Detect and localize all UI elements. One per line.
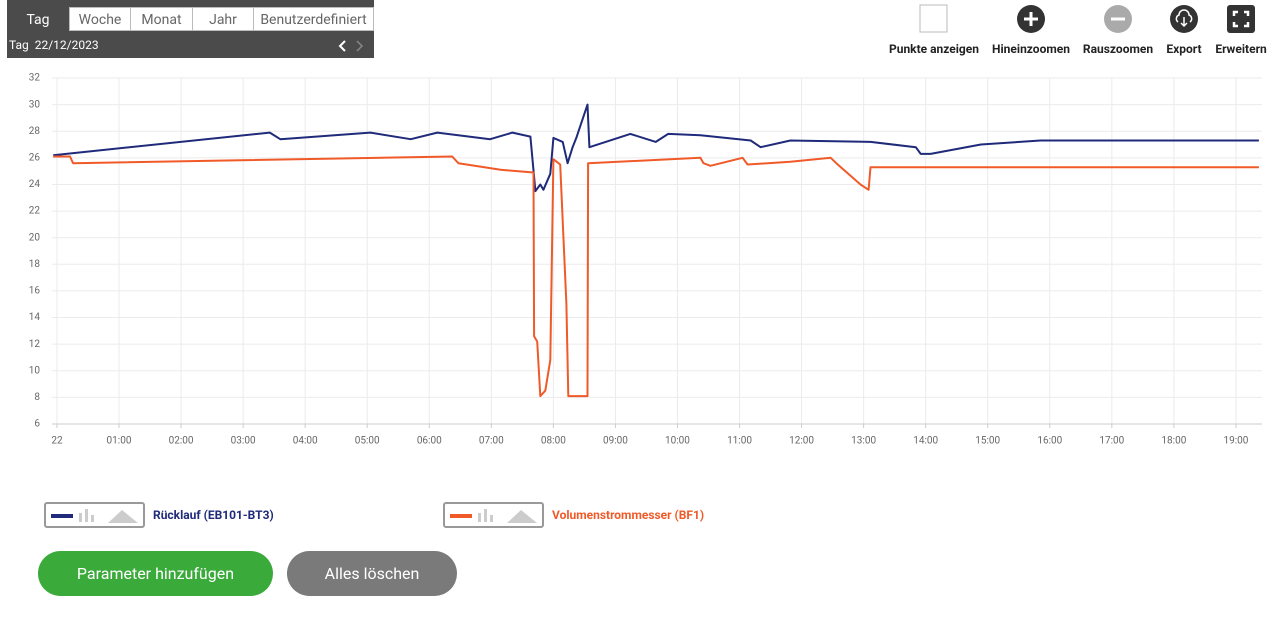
- zoom-out-icon: [1104, 5, 1132, 33]
- tab[interactable]: Monat: [130, 7, 193, 31]
- x-tick-label: 18:00: [1161, 436, 1186, 447]
- x-tick-label: 13:00: [851, 436, 876, 447]
- chart: 6 8 10 12 14 16 18 20 22 24 26 28 30 32 22 01:00 02:00 03…: [29, 73, 1262, 447]
- y-tick-label: 16: [29, 286, 41, 297]
- tool-label: Hineinzoomen: [992, 42, 1070, 56]
- y-tick-label: 10: [29, 365, 41, 376]
- tool-label: Punkte anzeigen: [889, 42, 979, 56]
- x-tick-label: 01:00: [107, 436, 132, 447]
- data-line: [53, 155, 1259, 398]
- nav-arrows[interactable]: [337, 38, 367, 54]
- y-tick-label: 12: [29, 339, 41, 350]
- x-tick-label: 03:00: [231, 436, 256, 447]
- y-tick-label: 18: [29, 259, 41, 270]
- x-tick-label: 15:00: [975, 436, 1000, 447]
- tab[interactable]: Tag: [7, 7, 69, 31]
- export[interactable]: Export: [1160, 4, 1208, 56]
- y-tick-label: 26: [29, 152, 41, 163]
- y-tick-label: 6: [34, 419, 40, 430]
- tool-label: Erweitern: [1215, 42, 1267, 56]
- zoom-in-icon: [1017, 5, 1045, 33]
- zoom-out[interactable]: Rauszoomen: [1078, 4, 1158, 56]
- x-tick-label: 19:00: [1223, 436, 1248, 447]
- x-tick-label: 17:00: [1099, 436, 1124, 447]
- y-tick-label: 8: [34, 392, 40, 403]
- tab[interactable]: Benutzerdefiniert: [253, 7, 374, 31]
- expand-icon: [1227, 5, 1255, 33]
- x-tick-label: 06:00: [417, 436, 442, 447]
- tab[interactable]: Woche: [69, 7, 131, 31]
- x-tick-label: 05:00: [355, 436, 380, 447]
- tool-label: Export: [1166, 42, 1202, 56]
- x-tick-label: 09:00: [603, 436, 628, 447]
- legend-label: Rücklauf (EB101-BT3): [153, 508, 274, 522]
- add-parameter-button[interactable]: Parameter hinzufügen: [38, 551, 273, 596]
- x-tick-label: 07:00: [479, 436, 504, 447]
- zoom-in[interactable]: Hineinzoomen: [986, 4, 1076, 56]
- checkbox[interactable]: [919, 4, 949, 34]
- data-line: [53, 103, 1259, 193]
- x-tick-label: 11:00: [727, 436, 752, 447]
- y-tick-label: 32: [29, 73, 41, 84]
- y-tick-label: 14: [29, 312, 41, 323]
- period-date: 22/12/2023: [34, 38, 99, 52]
- legend-icons: [450, 509, 537, 523]
- x-tick-label: 08:00: [541, 436, 566, 447]
- expand[interactable]: Erweitern: [1210, 4, 1272, 56]
- x-tick-label: 02:00: [169, 436, 194, 447]
- tool-label: Rauszoomen: [1082, 42, 1154, 56]
- legend-icons: [51, 509, 138, 523]
- y-tick-label: 28: [29, 126, 41, 137]
- clear-all-button[interactable]: Alles löschen: [287, 551, 457, 596]
- y-tick-label: 22: [29, 206, 41, 217]
- y-tick-label: 30: [29, 99, 41, 110]
- x-tick-label: 04:00: [293, 436, 318, 447]
- legend-label: Volumenstrommesser (BF1): [552, 508, 705, 522]
- period-type: Tag: [9, 38, 29, 52]
- period-label: Tag 22/12/2023: [9, 38, 99, 52]
- x-tick-label: 10:00: [665, 436, 690, 447]
- x-tick-label: 16:00: [1037, 436, 1062, 447]
- legend-box: [44, 502, 145, 528]
- x-tick-label: 22: [51, 436, 63, 447]
- export-icon: [1170, 5, 1198, 33]
- x-tick-label: 12:00: [789, 436, 814, 447]
- legend-box: [443, 502, 544, 528]
- y-tick-label: 20: [29, 232, 41, 243]
- x-tick-label: 14:00: [913, 436, 938, 447]
- show-points[interactable]: Punkte anzeigen: [884, 4, 984, 56]
- y-tick-label: 24: [29, 179, 41, 190]
- tab[interactable]: Jahr: [192, 7, 254, 31]
